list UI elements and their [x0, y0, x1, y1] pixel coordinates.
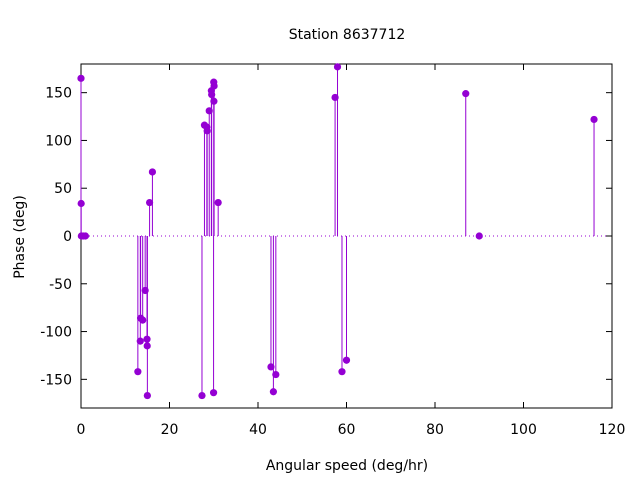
data-point [338, 368, 346, 376]
data-point [214, 198, 222, 207]
data-point [81, 232, 90, 240]
y-tick-label: 50 [54, 181, 72, 197]
data-point [198, 391, 206, 400]
x-tick-label: 40 [249, 422, 267, 438]
y-tick-label: 150 [45, 86, 72, 102]
x-axis-label: Angular speed (deg/hr) [266, 458, 428, 474]
data-point [333, 63, 342, 71]
x-tick-label: 80 [426, 422, 444, 438]
y-tick-label: -50 [49, 277, 72, 293]
data-point [145, 198, 154, 207]
data-point [331, 93, 339, 102]
x-tick-label: 60 [338, 422, 356, 438]
axes: 0 20 40 60 80 100 120 -150 -100 -50 0 50 100 150 [40, 63, 626, 438]
data-point [342, 356, 351, 364]
data-point [139, 316, 147, 324]
x-tick-label: 120 [599, 422, 626, 438]
data-point [462, 90, 470, 98]
data-point [210, 82, 218, 90]
data-point [269, 388, 277, 396]
data-point [77, 199, 85, 208]
y-tick-label: 100 [45, 133, 72, 149]
data-point [590, 115, 598, 124]
data-point [272, 370, 280, 379]
data-marks [77, 63, 598, 400]
data-point [136, 337, 144, 345]
chart-title: Station 8637712 [289, 27, 406, 43]
x-tick-label: 0 [77, 422, 86, 438]
x-tick-label: 100 [510, 422, 537, 438]
data-point [475, 232, 483, 240]
data-point [77, 74, 85, 82]
data-point [148, 168, 157, 176]
y-tick-label: -150 [40, 372, 72, 388]
data-point [143, 391, 151, 400]
data-point [267, 363, 275, 371]
data-point [134, 368, 142, 376]
y-tick-label: -100 [40, 325, 72, 341]
y-tick-label: 0 [63, 229, 72, 245]
data-point [209, 389, 218, 397]
y-axis-label: Phase (deg) [12, 195, 28, 279]
x-tick-label: 20 [161, 422, 179, 438]
